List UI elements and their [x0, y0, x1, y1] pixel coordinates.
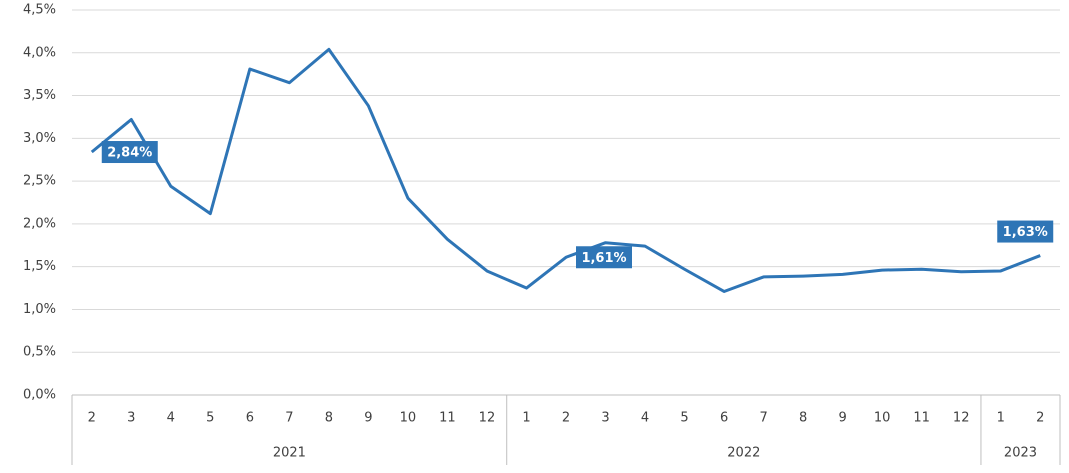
y-tick-label: 1,0%	[23, 302, 56, 317]
x-tick-label: 2	[562, 411, 570, 426]
x-tick-label: 6	[720, 411, 728, 426]
x-tick-label: 8	[799, 411, 807, 426]
x-tick-label: 3	[601, 411, 609, 426]
y-tick-label: 4,0%	[23, 45, 56, 60]
x-tick-label: 3	[127, 411, 135, 426]
x-tick-label: 1	[522, 411, 530, 426]
data-label-text: 1,61%	[581, 251, 626, 266]
data-label-box	[101, 141, 158, 164]
x-tick-label: 12	[953, 411, 970, 426]
y-tick-label: 1,5%	[23, 259, 56, 274]
y-tick-label: 0,5%	[23, 345, 56, 360]
x-tick-label: 1	[997, 411, 1005, 426]
y-tick-label: 2,5%	[23, 174, 56, 189]
x-tick-label: 12	[479, 411, 496, 426]
group-label: 2023	[1004, 446, 1037, 461]
data-label-text: 2,84%	[107, 146, 152, 161]
x-tick-label: 10	[400, 411, 417, 426]
y-tick-label: 3,0%	[23, 131, 56, 146]
y-tick-label: 4,5%	[23, 3, 56, 18]
y-tick-label: 0,0%	[23, 388, 56, 403]
data-label-text: 1,63%	[1003, 225, 1048, 240]
x-tick-label: 2	[1036, 411, 1044, 426]
y-tick-label: 2,0%	[23, 216, 56, 231]
data-label: 1,61%	[576, 246, 632, 269]
x-tick-label: 6	[246, 411, 254, 426]
line	[90, 47, 1041, 293]
y-tick-label: 3,5%	[23, 88, 56, 103]
x-tick-label: 10	[874, 411, 891, 426]
x-tick-label: 9	[838, 411, 846, 426]
x-tick-label: 8	[325, 411, 333, 426]
x-tick-label: 4	[641, 411, 649, 426]
x-tick-label: 7	[759, 411, 767, 426]
x-tick-label: 7	[285, 411, 293, 426]
group-label: 2022	[727, 446, 760, 461]
x-tick-label: 5	[680, 411, 688, 426]
group-label: 2021	[273, 446, 306, 461]
x-tick-label: 11	[913, 411, 930, 426]
x-tick-label: 5	[206, 411, 214, 426]
x-tick-label: 4	[167, 411, 175, 426]
data-label-box	[576, 246, 632, 269]
data-label: 1,63%	[997, 220, 1054, 243]
data-label-box	[997, 220, 1054, 243]
x-tick-label: 11	[439, 411, 456, 426]
x-tick-label: 9	[364, 411, 372, 426]
x-tick-label: 2	[88, 411, 96, 426]
data-label: 2,84%	[101, 141, 158, 164]
